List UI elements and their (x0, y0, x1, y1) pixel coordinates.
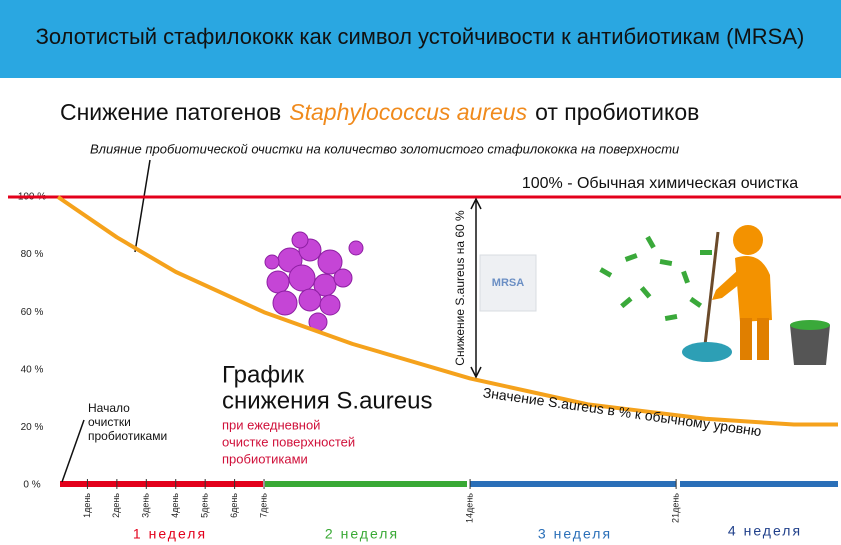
graph-note: пробиотиками (222, 451, 308, 466)
x-tick-label: 3день (141, 493, 151, 518)
y-tick-label: 40 % (21, 364, 44, 375)
week-bar (470, 481, 676, 487)
title-part: Staphylococcus aureus (289, 99, 527, 125)
series-line (56, 195, 838, 427)
x-tick-label: 5день (200, 493, 210, 518)
week-bar (60, 481, 263, 487)
bacteria-illustration (264, 231, 364, 332)
x-tick-label: 4день (170, 493, 180, 518)
graph-title: График (222, 361, 304, 388)
x-tick-label: 7день (258, 493, 268, 518)
x-tick-label: 1день (82, 493, 92, 518)
week-label: 2 неделя (325, 526, 399, 542)
cleaner-illustration (599, 225, 830, 365)
banner-title: Золотистый стафилококк как символ устойч… (36, 24, 805, 49)
value-note: Значение S.aureus в % к обычному уровню (482, 384, 763, 439)
start-note: очистки (88, 415, 131, 429)
pointer (61, 419, 85, 483)
title-part: Снижение патогенов (60, 99, 281, 125)
week-label: 1 неделя (133, 526, 207, 542)
mrsa-box (479, 254, 537, 312)
y-tick-label: 60 % (21, 307, 44, 318)
y-tick-label: 20 % (21, 422, 44, 433)
banner (0, 0, 841, 78)
y-tick-label: 0 % (23, 480, 40, 491)
chart-subtitle: Влияние пробиотической очистки на количе… (90, 141, 679, 156)
week-bar (265, 481, 467, 487)
graph-title: снижения S.aureus (222, 387, 432, 414)
arrow-head (470, 197, 482, 379)
week-bar (680, 481, 838, 487)
pointer (134, 159, 151, 253)
title-part: от пробиотиков (535, 99, 699, 125)
y-tick-label: 80 % (21, 249, 44, 260)
graph-note: очистке поверхностей (222, 434, 355, 449)
x-tick-label: 21день (670, 493, 680, 523)
week-label: 4 неделя (728, 523, 802, 539)
start-note: пробиотиками (88, 429, 167, 443)
x-tick-label: 6день (229, 493, 239, 518)
mrsa-label: MRSA (492, 277, 524, 289)
chart-title: Снижение патогенов Staphylococcus aureus о… (60, 99, 699, 125)
week-label: 3 неделя (538, 526, 612, 542)
start-note: Начало (88, 401, 130, 415)
reduction-note: Снижение S.aureus на 60 % (453, 210, 467, 366)
reference-label: 100% - Обычная химическая очистка (522, 175, 798, 192)
x-tick-label: 2день (111, 493, 121, 518)
graph-note: при ежедневной (222, 417, 320, 432)
x-tick-label: 14день (464, 493, 474, 523)
